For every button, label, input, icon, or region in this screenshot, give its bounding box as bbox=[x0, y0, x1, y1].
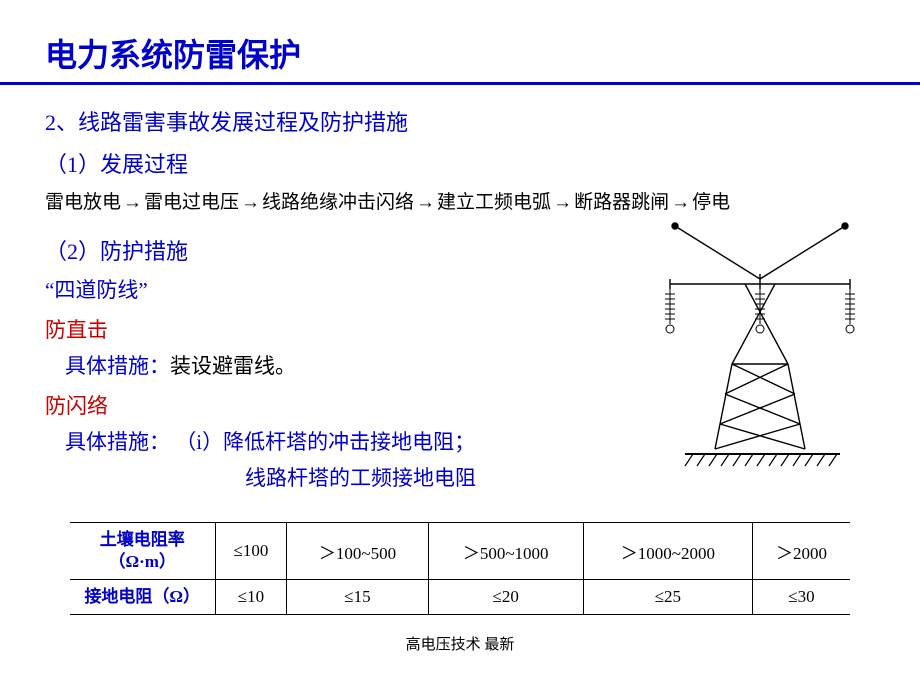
defense-2-head: 防闪络 bbox=[45, 390, 637, 420]
tower-diagram-icon bbox=[645, 214, 875, 474]
measure-item-i: （i）降低杆塔的冲击接地电阻； bbox=[175, 430, 475, 454]
four-defense-lines: “四道防线” bbox=[45, 274, 637, 304]
cell: ＞1000~2000 bbox=[583, 523, 752, 580]
subsection-2: （2）防护措施 bbox=[45, 234, 637, 266]
cell: ≤15 bbox=[287, 580, 428, 615]
page-title: 电力系统防雷保护 bbox=[45, 30, 875, 76]
cell: ≤10 bbox=[215, 580, 287, 615]
step-3: 线路绝缘冲击闪络 bbox=[262, 192, 414, 213]
subsection-1: （1）发展过程 bbox=[45, 147, 875, 179]
measure-detail: 装设避雷线。 bbox=[170, 354, 296, 378]
measure-label: 具体措施： bbox=[65, 430, 170, 454]
step-5: 断路器跳闸 bbox=[574, 192, 669, 213]
step-4: 建立工频电弧 bbox=[437, 192, 551, 213]
defense-1-head: 防直击 bbox=[45, 314, 637, 344]
resistance-table: 土壤电阻率 （Ω·m） ≤100 ＞100~500 ＞500~1000 ＞100… bbox=[70, 522, 850, 615]
section-2-header: 2、线路雷害事故发展过程及防护措施 bbox=[45, 105, 875, 137]
arrow-icon: → bbox=[414, 192, 437, 213]
row2-header: 接地电阻（Ω） bbox=[70, 580, 215, 615]
step-2: 雷电过电压 bbox=[144, 192, 239, 213]
cell: ≤100 bbox=[215, 523, 287, 580]
measure-label: 具体措施： bbox=[65, 354, 170, 378]
cell: ≤25 bbox=[583, 580, 752, 615]
cell: ＞100~500 bbox=[287, 523, 428, 580]
defense-2-subitem: 线路杆塔的工频接地电阻 bbox=[45, 462, 637, 492]
arrow-icon: → bbox=[239, 192, 262, 213]
footer-text: 高电压技术 最新 bbox=[45, 633, 875, 654]
arrow-icon: → bbox=[551, 192, 574, 213]
defense-1-measure: 具体措施：装设避雷线。 bbox=[45, 350, 637, 380]
row1-header: 土壤电阻率 （Ω·m） bbox=[70, 523, 215, 580]
step-1: 雷电放电 bbox=[45, 192, 121, 213]
step-6: 停电 bbox=[692, 192, 730, 213]
title-underline bbox=[0, 82, 920, 85]
table-row: 接地电阻（Ω） ≤10 ≤15 ≤20 ≤25 ≤30 bbox=[70, 580, 850, 615]
cell: ＞500~1000 bbox=[428, 523, 583, 580]
arrow-icon: → bbox=[121, 192, 144, 213]
cell: ≤20 bbox=[428, 580, 583, 615]
cell: ＞2000 bbox=[752, 523, 850, 580]
table-row: 土壤电阻率 （Ω·m） ≤100 ＞100~500 ＞500~1000 ＞100… bbox=[70, 523, 850, 580]
defense-2-measure: 具体措施： （i）降低杆塔的冲击接地电阻； bbox=[45, 426, 637, 456]
arrow-icon: → bbox=[669, 192, 692, 213]
process-flow: 雷电放电→雷电过电压→线路绝缘冲击闪络→建立工频电弧→断路器跳闸→停电 bbox=[45, 187, 875, 214]
cell: ≤30 bbox=[752, 580, 850, 615]
